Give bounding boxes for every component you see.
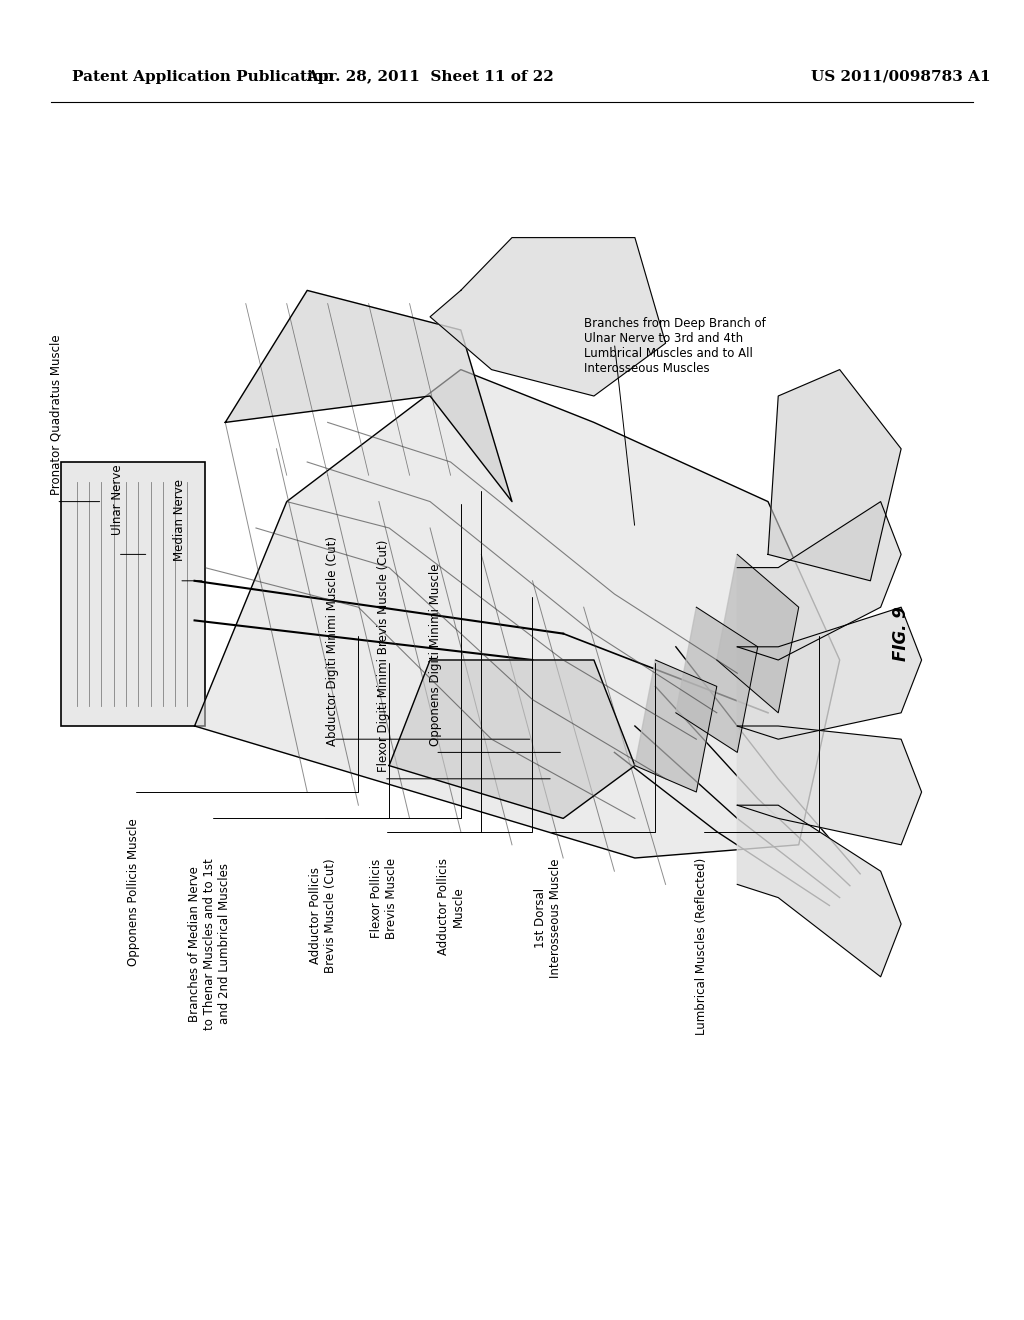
Text: Opponens Pollicis Muscle: Opponens Pollicis Muscle xyxy=(127,818,139,966)
Polygon shape xyxy=(737,805,901,977)
Text: Opponens Digiti Minimi Muscle: Opponens Digiti Minimi Muscle xyxy=(429,564,441,746)
Text: Branches from Deep Branch of
Ulnar Nerve to 3rd and 4th
Lumbrical Muscles and to: Branches from Deep Branch of Ulnar Nerve… xyxy=(584,317,765,375)
Text: Lumbrical Muscles (Reflected): Lumbrical Muscles (Reflected) xyxy=(695,858,708,1035)
Text: Adductor Pollicis
Brevis Muscle (Cut): Adductor Pollicis Brevis Muscle (Cut) xyxy=(308,858,337,973)
Polygon shape xyxy=(768,370,901,581)
Text: Median Nerve: Median Nerve xyxy=(173,479,185,561)
Text: Pronator Quadratus Muscle: Pronator Quadratus Muscle xyxy=(50,334,62,495)
Polygon shape xyxy=(737,607,922,739)
Text: Adductor Pollicis
Muscle: Adductor Pollicis Muscle xyxy=(436,858,465,954)
Polygon shape xyxy=(737,726,922,845)
Polygon shape xyxy=(389,660,635,818)
Polygon shape xyxy=(676,607,758,752)
Text: Abductor Digiti Minimi Muscle (Cut): Abductor Digiti Minimi Muscle (Cut) xyxy=(327,536,339,746)
Text: US 2011/0098783 A1: US 2011/0098783 A1 xyxy=(811,70,991,83)
Text: 1st Dorsal
Interosseous Muscle: 1st Dorsal Interosseous Muscle xyxy=(534,858,562,978)
Text: Flexor Pollicis
Brevis Muscle: Flexor Pollicis Brevis Muscle xyxy=(370,858,398,939)
Polygon shape xyxy=(195,370,840,858)
Polygon shape xyxy=(430,238,666,396)
Polygon shape xyxy=(225,290,512,502)
Text: Ulnar Nerve: Ulnar Nerve xyxy=(112,463,124,535)
Polygon shape xyxy=(717,554,799,713)
Text: Branches of Median Nerve
to Thenar Muscles and to 1st
and 2nd Lumbrical Muscles: Branches of Median Nerve to Thenar Muscl… xyxy=(188,858,231,1030)
Text: Patent Application Publication: Patent Application Publication xyxy=(72,70,334,83)
Text: FIG. 9: FIG. 9 xyxy=(892,606,910,661)
Text: Flexor Digiti Minimi Brevis Muscle (Cut): Flexor Digiti Minimi Brevis Muscle (Cut) xyxy=(378,540,390,772)
FancyBboxPatch shape xyxy=(61,462,205,726)
Polygon shape xyxy=(737,502,901,660)
Polygon shape xyxy=(635,660,717,792)
Text: Apr. 28, 2011  Sheet 11 of 22: Apr. 28, 2011 Sheet 11 of 22 xyxy=(306,70,554,83)
